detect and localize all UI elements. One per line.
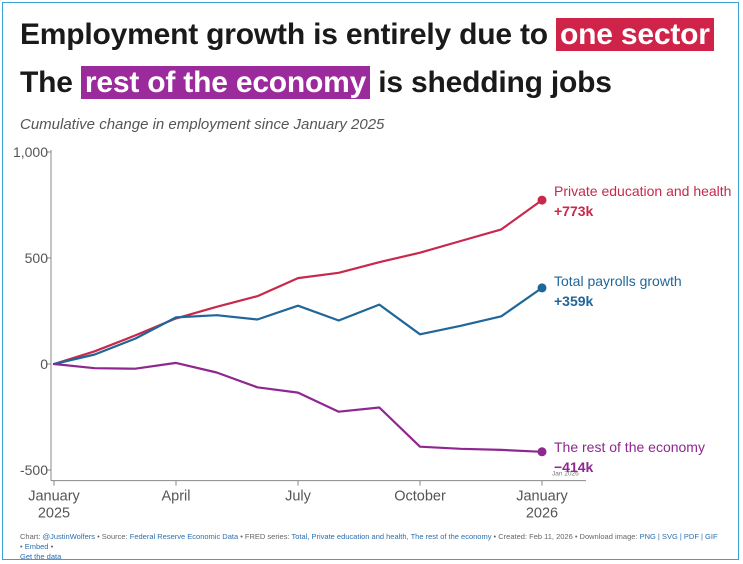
series-endpoint-1 xyxy=(537,283,547,293)
download-links[interactable]: PNG | SVG | PDF | GIF xyxy=(639,532,718,541)
series-name-label: Private education and health xyxy=(554,183,731,199)
series-line-0 xyxy=(52,199,544,366)
author-link[interactable]: @JustinWolfers xyxy=(42,532,96,541)
get-data-link[interactable]: Get the data xyxy=(20,552,62,561)
series-value-label: +359k xyxy=(554,293,594,309)
series-endpoint-0 xyxy=(537,195,547,205)
series-value-label: −414k xyxy=(554,459,594,475)
source-link[interactable]: Federal Reserve Economic Data xyxy=(129,532,239,541)
headline-text: is shedding jobs xyxy=(370,66,612,99)
series-name-label: The rest of the economy xyxy=(554,439,705,455)
y-tick-label: 500 xyxy=(25,250,49,266)
highlight-rest-of-economy: rest of the economy xyxy=(80,66,371,99)
footer-text: • Created: Feb 11, 2026 • Download image… xyxy=(491,532,640,541)
footer-text: • Source: xyxy=(95,532,130,541)
footer-text: Chart: xyxy=(20,532,43,541)
series-name-label: Total payrolls growth xyxy=(554,273,682,289)
x-tick-label-year: 2025 xyxy=(38,506,70,522)
y-tick-label: 1,000 xyxy=(13,144,48,160)
headline-text: Employment growth is entirely due to xyxy=(20,18,556,51)
date-annotation: Jan 2026 xyxy=(552,471,579,478)
chart-footer: Chart: @JustinWolfers • Source: Federal … xyxy=(20,532,720,562)
x-tick-label: January xyxy=(28,489,80,505)
series-value-label: +773k xyxy=(554,203,594,219)
x-tick-label: July xyxy=(285,489,312,505)
footer-text: • xyxy=(48,542,54,551)
y-tick-label: -500 xyxy=(20,462,48,478)
footer-text: • xyxy=(20,542,25,551)
headline-line-2: The rest of the economy is shedding jobs xyxy=(20,66,612,100)
series-line-1 xyxy=(52,286,544,366)
x-tick-label: April xyxy=(161,489,190,505)
footer-text: • FRED series: xyxy=(238,532,292,541)
embed-link[interactable]: Embed xyxy=(24,542,49,551)
x-tick-label-year: 2026 xyxy=(526,506,558,522)
headline-line-1: Employment growth is entirely due to one… xyxy=(20,18,714,52)
y-tick-label: 0 xyxy=(40,356,48,372)
highlight-one-sector: one sector xyxy=(556,18,714,51)
series-endpoint-2 xyxy=(537,447,547,457)
x-tick-label: January xyxy=(516,489,568,505)
series-line-2 xyxy=(52,361,544,453)
chart-subtitle: Cumulative change in employment since Ja… xyxy=(20,116,385,133)
fred-series-link[interactable]: Total, Private education and health, The… xyxy=(291,532,492,541)
x-tick-label: October xyxy=(394,489,446,505)
headline-text: The xyxy=(20,66,81,99)
